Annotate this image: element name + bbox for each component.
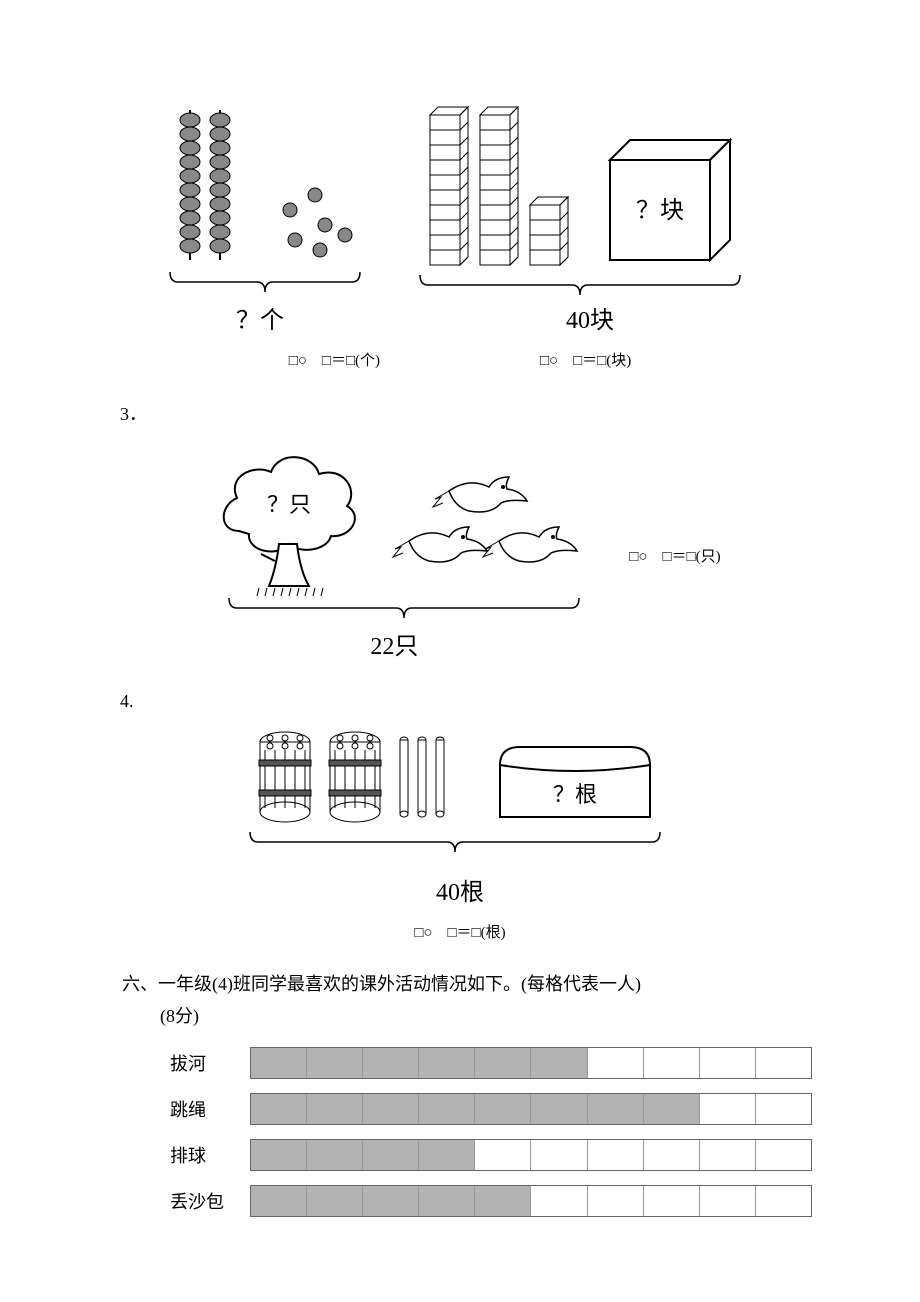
chart-cell	[251, 1186, 307, 1216]
sticks-svg: ？根	[240, 722, 680, 872]
chart-cell	[251, 1140, 307, 1170]
chart-row-label: 跳绳	[170, 1096, 250, 1122]
chart-cell	[475, 1140, 531, 1170]
chart-row-label: 拔河	[170, 1050, 250, 1076]
chart-cell	[531, 1048, 587, 1078]
birds-figure: ？只 22只	[199, 436, 589, 661]
chart-cell	[475, 1186, 531, 1216]
problem-2-formulas: □○ □＝□(个) □○ □＝□(块)	[30, 349, 890, 370]
svg-text:？只: ？只	[267, 492, 311, 517]
chart-row-label: 排球	[170, 1142, 250, 1168]
chart-cell	[419, 1094, 475, 1124]
activity-chart: 拔河跳绳排球丢沙包	[170, 1046, 890, 1218]
chart-cell	[363, 1186, 419, 1216]
chart-cell	[531, 1094, 587, 1124]
chart-row-label: 丢沙包	[170, 1188, 250, 1214]
problem-3-row: ？只 22只 □○ □＝□(只)	[30, 436, 890, 661]
chart-cell	[700, 1140, 756, 1170]
chart-cell	[756, 1094, 811, 1124]
chart-cell	[644, 1048, 700, 1078]
chart-cell	[588, 1094, 644, 1124]
chart-cell	[644, 1140, 700, 1170]
chart-cell	[419, 1140, 475, 1170]
chart-cell	[588, 1140, 644, 1170]
chart-cell	[756, 1140, 811, 1170]
blocks-caption: 40块	[566, 300, 614, 335]
chart-cell	[307, 1140, 363, 1170]
chart-bar	[250, 1185, 812, 1217]
chart-cell	[363, 1048, 419, 1078]
chart-cell	[756, 1186, 811, 1216]
chart-cell	[700, 1094, 756, 1124]
chart-cell	[251, 1048, 307, 1078]
sticks-figure: ？根 40根	[30, 722, 890, 907]
chart-row: 丢沙包	[170, 1184, 890, 1218]
beads-figure: ？个	[150, 100, 370, 335]
chart-cell	[700, 1186, 756, 1216]
problem-4-number: 4.	[120, 691, 890, 712]
chart-bar	[250, 1139, 812, 1171]
beads-caption: ？个	[236, 300, 284, 335]
chart-row: 排球	[170, 1138, 890, 1172]
problem-4-formula: □○ □＝□(根)	[30, 921, 890, 942]
chart-cell	[644, 1094, 700, 1124]
chart-cell	[307, 1048, 363, 1078]
chart-cell	[475, 1094, 531, 1124]
svg-text:？块: ？块	[636, 197, 684, 224]
beads-svg	[150, 100, 370, 300]
formula-left: □○ □＝□(个)	[289, 349, 380, 370]
birds-caption: 22只	[370, 626, 418, 661]
chart-cell	[588, 1186, 644, 1216]
chart-bar	[250, 1093, 812, 1125]
chart-cell	[419, 1186, 475, 1216]
sticks-caption: 40根	[436, 872, 484, 907]
problem-3-formula: □○ □＝□(只)	[629, 545, 720, 566]
section-6-points: (8分)	[160, 1002, 890, 1028]
chart-row: 拔河	[170, 1046, 890, 1080]
chart-cell	[644, 1186, 700, 1216]
chart-cell	[475, 1048, 531, 1078]
chart-row: 跳绳	[170, 1092, 890, 1126]
blocks-figure: ？块 40块	[410, 100, 770, 335]
chart-cell	[251, 1094, 307, 1124]
chart-cell	[307, 1186, 363, 1216]
chart-bar	[250, 1047, 812, 1079]
problem-3-number: 3．	[120, 400, 890, 426]
chart-cell	[363, 1094, 419, 1124]
svg-text:？根: ？根	[553, 782, 597, 807]
blocks-svg: ？块	[410, 100, 770, 300]
chart-cell	[756, 1048, 811, 1078]
chart-cell	[419, 1048, 475, 1078]
problem-2-figures: ？个 ？块 40块	[30, 100, 890, 335]
formula-right: □○ □＝□(块)	[540, 349, 631, 370]
chart-cell	[531, 1186, 587, 1216]
chart-cell	[307, 1094, 363, 1124]
chart-cell	[588, 1048, 644, 1078]
chart-cell	[531, 1140, 587, 1170]
chart-cell	[700, 1048, 756, 1078]
chart-cell	[363, 1140, 419, 1170]
section-6-intro: 六、一年级(4)班同学最喜欢的课外活动情况如下。(每格代表一人)	[122, 970, 890, 996]
birds-svg: ？只	[199, 436, 589, 626]
